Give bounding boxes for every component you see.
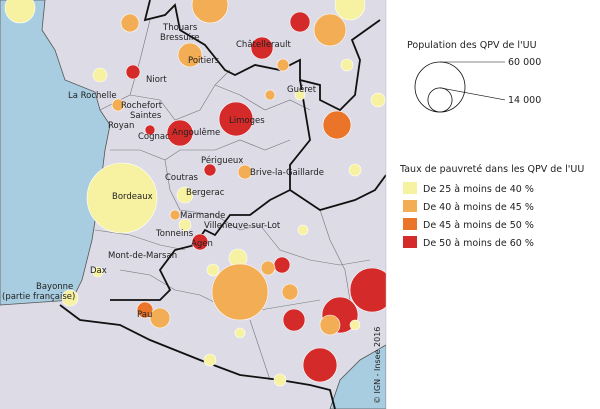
bubble — [177, 42, 203, 68]
bubble — [211, 263, 269, 321]
bubble — [313, 13, 347, 47]
bubble — [61, 289, 79, 307]
bubble — [169, 209, 181, 221]
bubble — [203, 353, 217, 367]
bubble — [340, 58, 354, 72]
bubble — [120, 13, 140, 33]
city-label: Rochefort — [121, 101, 163, 111]
bubble — [218, 101, 254, 137]
legend-label: De 40 à moins de 45 % — [423, 202, 534, 213]
bubbles — [4, 0, 386, 387]
bubble — [349, 319, 361, 331]
color-legend-title: Taux de pauvreté dans les QPV de l'UU — [399, 164, 584, 175]
copyright: © IGN - Insee 2016 — [373, 327, 382, 404]
city-label: Royan — [108, 121, 134, 131]
city-label: Villeneuve-sur-Lot — [204, 221, 281, 231]
size-legend-title: Population des QPV de l'UU — [407, 40, 537, 51]
bubble — [4, 0, 36, 24]
bubble — [370, 92, 386, 108]
bubble — [276, 58, 290, 72]
city-label: Bressuire — [160, 33, 200, 43]
city-label: Cognac — [138, 132, 170, 142]
bubble — [125, 64, 141, 80]
city-label: Coutras — [165, 173, 199, 183]
bubble — [322, 110, 352, 140]
bubble — [92, 67, 108, 83]
legend-swatch — [403, 236, 417, 248]
legend-label: De 50 à moins de 60 % — [423, 238, 534, 249]
bubble — [302, 347, 338, 383]
bubble — [144, 124, 156, 136]
bubble — [273, 373, 287, 387]
bubble — [234, 327, 246, 339]
city-label: Périgueux — [201, 155, 243, 166]
size-legend-leader — [439, 87, 506, 101]
size-legend-label: 60 000 — [508, 57, 541, 68]
city-label: Tonneins — [155, 229, 194, 239]
city-label: Pau — [137, 310, 152, 320]
city-label: Bergerac — [186, 188, 225, 198]
bubble — [191, 0, 229, 24]
bubble — [281, 283, 299, 301]
bubble — [260, 260, 276, 276]
city-label: Brive-la-Gaillarde — [250, 168, 324, 178]
city-label: Niort — [146, 75, 167, 85]
city-label: Guéret — [287, 84, 317, 95]
city-label: Angoulême — [172, 127, 220, 138]
size-legend: 60 000 14 000 — [414, 57, 541, 113]
bubble — [111, 98, 125, 112]
city-label: Marmande — [180, 211, 225, 221]
legend-label: De 25 à moins de 40 % — [423, 184, 534, 195]
city-label: Bordeaux — [112, 192, 153, 202]
city-label: Poitiers — [188, 56, 220, 66]
bubble — [334, 0, 366, 21]
city-label: La Rochelle — [68, 91, 117, 101]
size-legend-label: 14 000 — [508, 95, 541, 106]
bubble — [297, 224, 309, 236]
map: Thouars Bressuire Châtellerault Poitiers… — [0, 0, 386, 409]
bubble — [176, 186, 194, 204]
city-label: Thouars — [162, 23, 198, 33]
bubble — [166, 119, 194, 147]
bubble — [264, 89, 276, 101]
bubble — [349, 267, 386, 313]
city-labels: Thouars Bressuire Châtellerault Poitiers… — [2, 23, 324, 320]
bubble — [86, 162, 158, 234]
bubble — [149, 307, 171, 329]
bubble — [348, 163, 362, 177]
bubble — [136, 301, 154, 319]
bubble — [319, 314, 341, 336]
city-label: (partie française) — [2, 292, 75, 302]
bubble — [289, 11, 311, 33]
city-label: Agen — [191, 239, 213, 249]
bubble — [294, 89, 306, 101]
bubble — [191, 233, 209, 251]
size-legend-circle — [414, 61, 466, 113]
mediterranean-sea — [329, 344, 386, 409]
bubble — [250, 36, 274, 60]
city-label: Limoges — [229, 116, 265, 126]
bubble — [206, 263, 220, 277]
city-label: Châtellerault — [236, 40, 291, 50]
size-legend-circle — [427, 87, 453, 113]
legend-swatch — [403, 182, 417, 194]
bubble — [92, 266, 104, 278]
bubble — [178, 218, 192, 232]
bubble — [273, 256, 291, 274]
city-label: Mont-de-Marsan — [108, 251, 177, 261]
city-label: Bayonne — [36, 282, 73, 292]
bubble — [237, 164, 253, 180]
legend-label: De 45 à moins de 50 % — [423, 220, 534, 231]
bubble — [282, 308, 306, 332]
bubble — [203, 163, 217, 177]
color-legend: De 25 à moins de 40 % De 40 à moins de 45… — [403, 182, 534, 249]
city-label: Dax — [90, 266, 107, 276]
city-label: Saintes — [130, 111, 162, 121]
legend-swatch — [403, 200, 417, 212]
legend-swatch — [403, 218, 417, 230]
